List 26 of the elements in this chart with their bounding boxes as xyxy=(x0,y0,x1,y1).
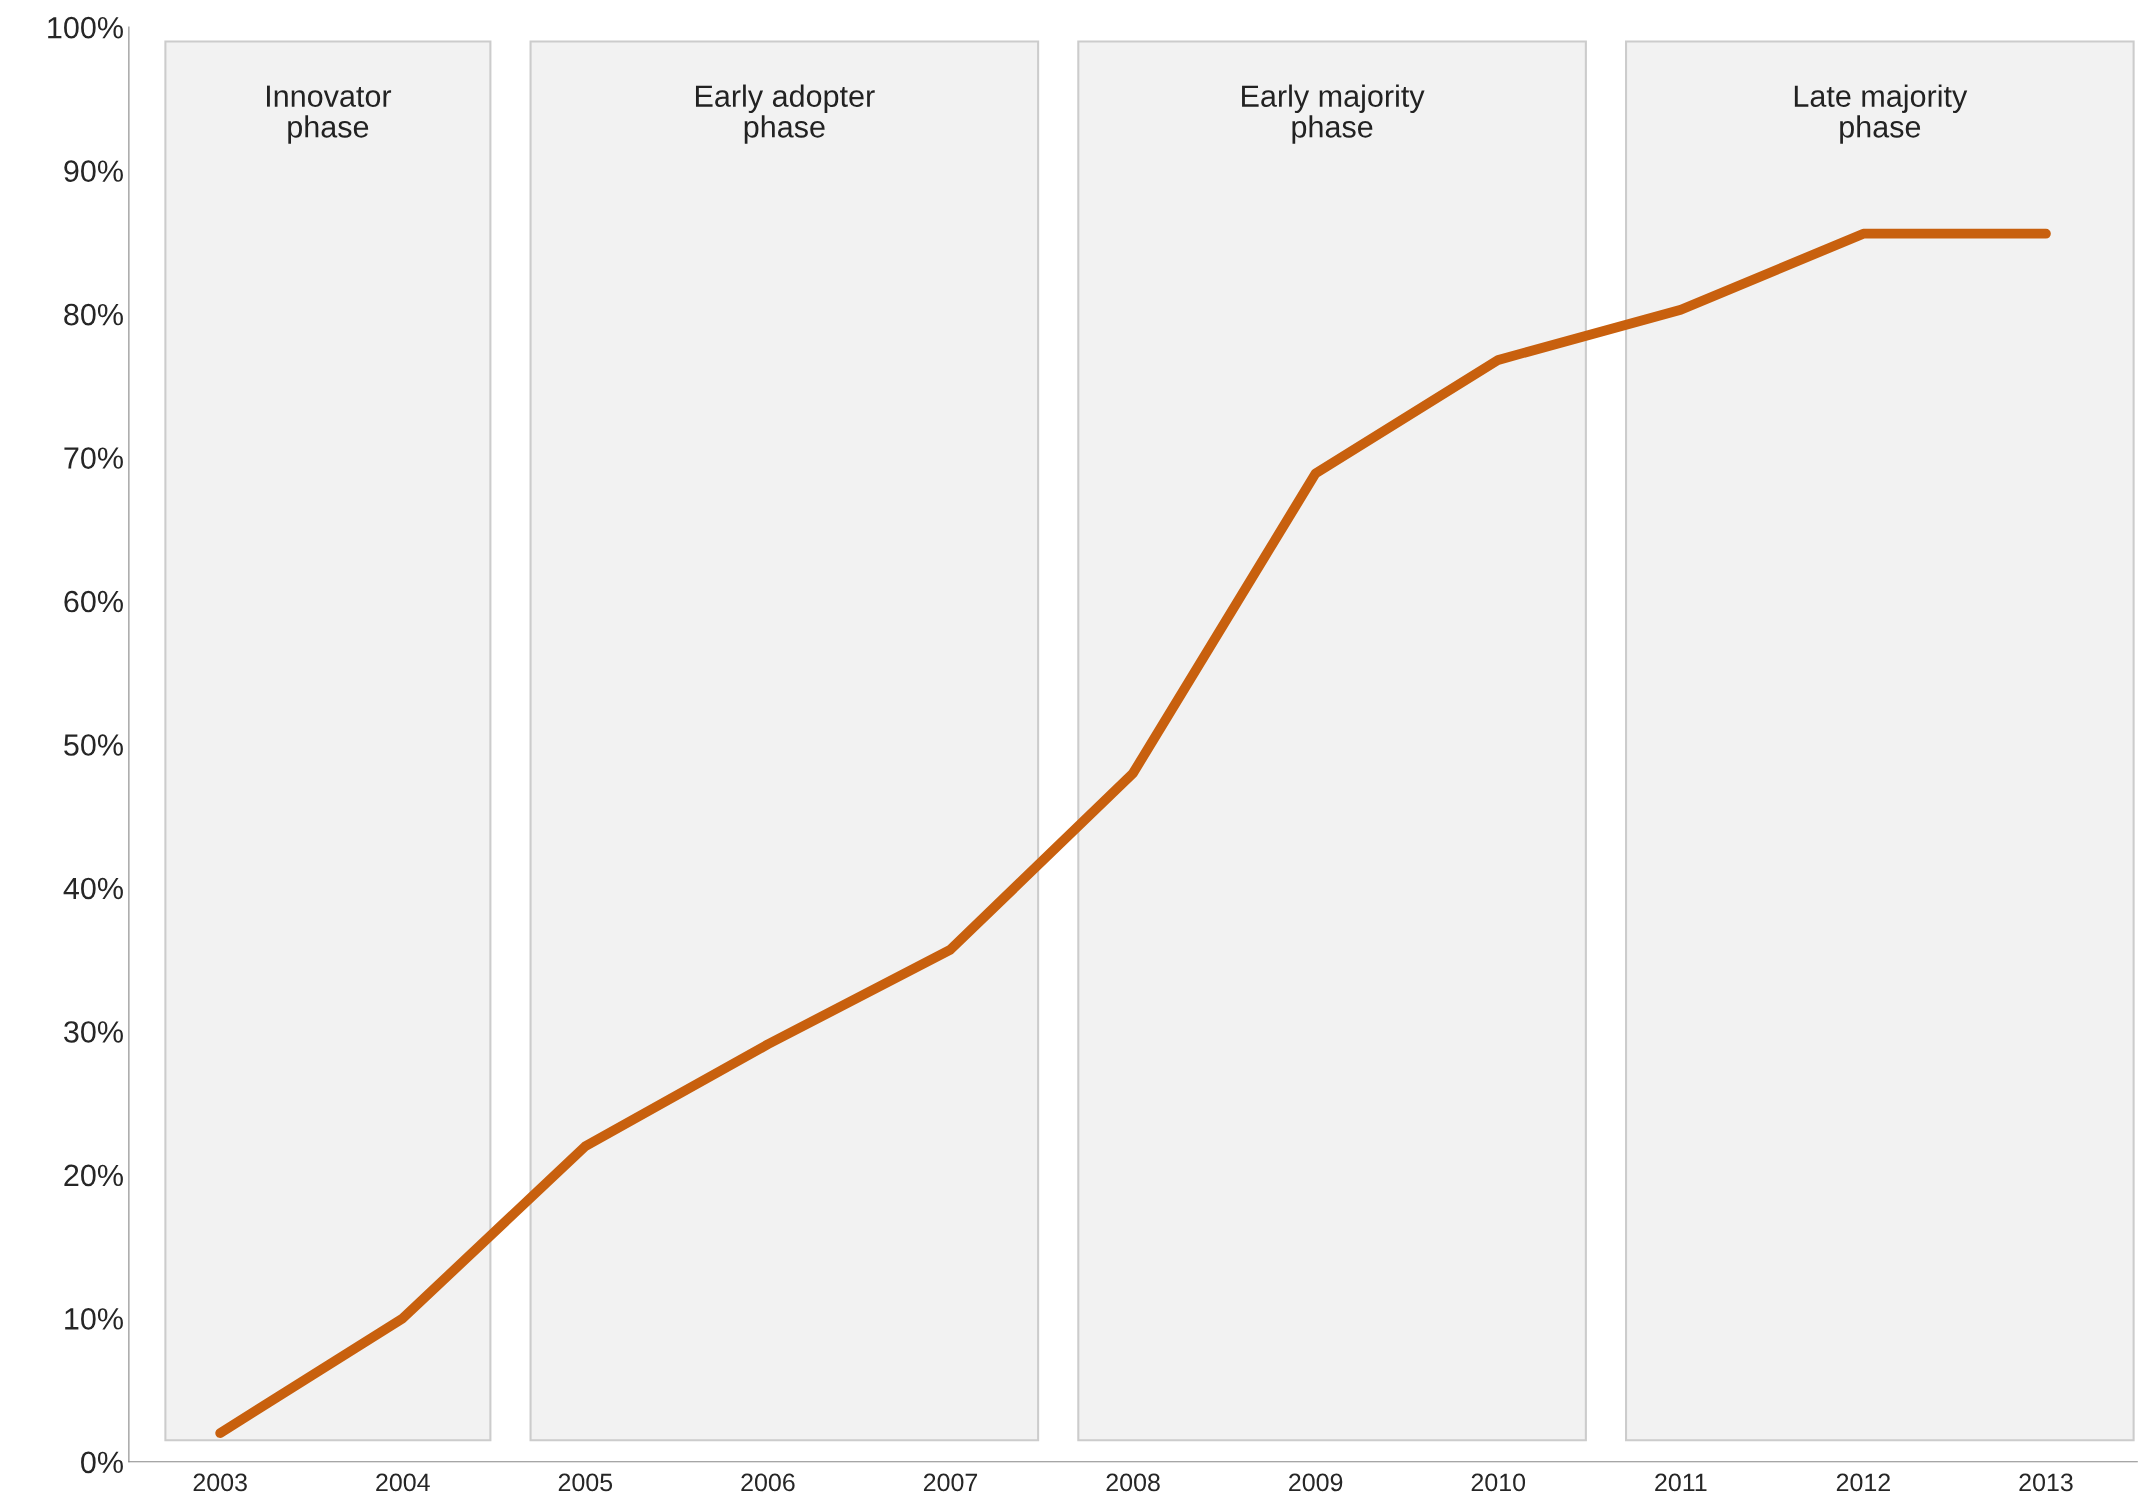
y-tick-label: 100% xyxy=(48,16,123,39)
band-label: Late majority phase xyxy=(1794,84,1968,144)
y-tick-label: 10% xyxy=(65,1308,123,1330)
x-tick-label: 2007 xyxy=(923,1473,978,1492)
x-tick-label: 2008 xyxy=(1106,1473,1160,1492)
x-tick-label: 2012 xyxy=(1836,1473,1890,1492)
band-label: Innovator phase xyxy=(267,85,392,144)
y-tick-label: 20% xyxy=(64,1164,123,1187)
y-tick-label: 0% xyxy=(81,1451,123,1474)
x-tick-label: 2003 xyxy=(193,1473,247,1492)
x-tick-label: 2009 xyxy=(1289,1473,1343,1492)
x-tick-label: 2013 xyxy=(2019,1473,2073,1492)
band-label: Early adopter phase xyxy=(695,84,875,144)
x-tick-label: 2011 xyxy=(1655,1473,1707,1492)
y-tick-label: 70% xyxy=(64,447,123,469)
y-tick-label: 50% xyxy=(64,734,123,756)
y-tick-label: 80% xyxy=(64,303,123,326)
x-tick-label: 2010 xyxy=(1471,1473,1526,1492)
x-tick-label: 2004 xyxy=(376,1473,430,1492)
y-tick-label: 90% xyxy=(64,160,123,182)
x-tick-label: 2006 xyxy=(741,1473,795,1492)
x-tick-label: 2005 xyxy=(558,1473,613,1492)
y-tick-label: 40% xyxy=(63,877,123,900)
y-tick-label: 60% xyxy=(64,590,123,613)
band-label: Early majority phase xyxy=(1242,84,1425,144)
y-tick-label: 30% xyxy=(64,1021,123,1043)
